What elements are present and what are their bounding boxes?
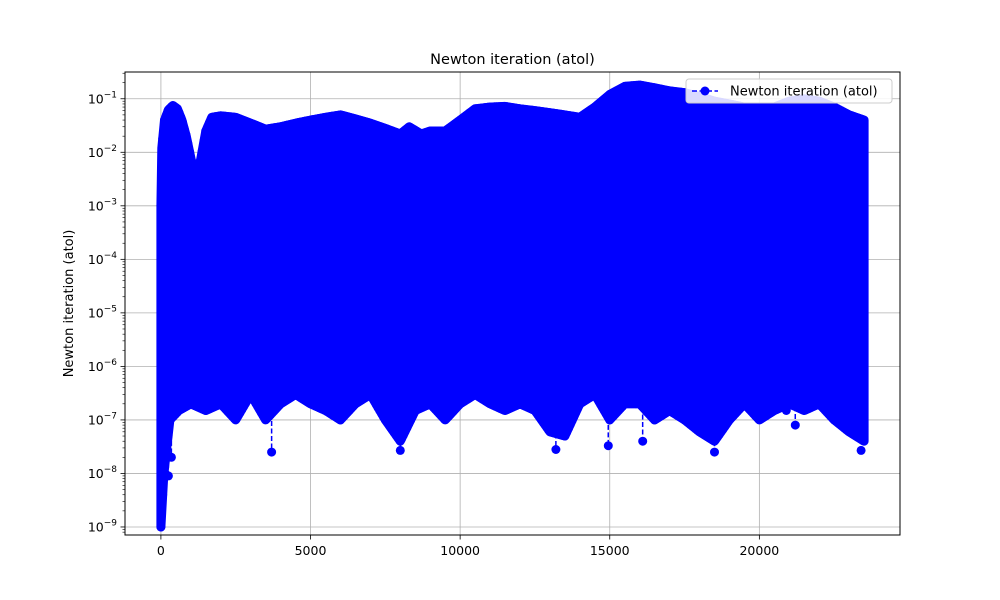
x-tick-label: 5000 bbox=[295, 543, 327, 558]
series-marker bbox=[638, 436, 648, 446]
series-layer bbox=[156, 80, 869, 532]
series-marker bbox=[158, 490, 168, 500]
x-tick-label: 15000 bbox=[590, 543, 630, 558]
series-marker bbox=[199, 136, 209, 146]
series-marker bbox=[195, 156, 205, 166]
legend-marker-swatch bbox=[700, 86, 710, 96]
y-tick-label: 10−9 bbox=[88, 518, 117, 534]
x-tick-label: 10000 bbox=[440, 543, 480, 558]
y-tick-label: 10−1 bbox=[88, 90, 117, 106]
series-marker bbox=[603, 441, 613, 451]
series-marker bbox=[156, 522, 166, 532]
series-marker bbox=[858, 115, 868, 125]
series-marker bbox=[183, 138, 193, 148]
series-marker bbox=[781, 406, 791, 415]
y-tick-label: 10−7 bbox=[88, 411, 117, 427]
legend: Newton iteration (atol) bbox=[685, 78, 893, 104]
series-marker bbox=[551, 445, 561, 454]
series-marker bbox=[267, 447, 277, 457]
series-marker bbox=[395, 445, 405, 455]
series-marker bbox=[185, 147, 195, 157]
axis-ticks: 0 5000 10000 15000 20000 10−9 10−8 10−7 10−6 10−5… bbox=[88, 72, 779, 558]
series-marker bbox=[194, 164, 204, 173]
series-marker bbox=[858, 436, 868, 445]
series-marker bbox=[181, 130, 191, 140]
legend-box bbox=[685, 78, 893, 104]
series-marker bbox=[186, 156, 196, 165]
y-axis-label: Newton iteration (atol) bbox=[62, 230, 77, 378]
series-marker bbox=[156, 201, 166, 211]
series-marker bbox=[856, 445, 866, 455]
series-marker bbox=[166, 452, 176, 462]
y-tick-label: 10−8 bbox=[88, 465, 117, 481]
series-marker bbox=[163, 471, 173, 481]
series-marker bbox=[790, 420, 800, 430]
y-tick-label: 10−5 bbox=[88, 304, 117, 320]
series-marker bbox=[710, 447, 719, 457]
series-marker bbox=[159, 452, 169, 462]
legend-label: Newton iteration (atol) bbox=[730, 85, 878, 100]
y-tick-label: 10−3 bbox=[88, 197, 117, 213]
x-tick-label: 20000 bbox=[739, 543, 779, 558]
series-marker bbox=[160, 463, 169, 473]
chart-title: Newton iteration (atol) bbox=[430, 52, 595, 68]
y-tick-label: 10−4 bbox=[88, 251, 117, 267]
y-tick-label: 10−6 bbox=[88, 358, 117, 374]
plot-frame bbox=[124, 71, 901, 536]
series-marker bbox=[156, 507, 166, 517]
series-marker bbox=[197, 146, 207, 156]
series-marker bbox=[158, 134, 168, 144]
y-tick-label: 10−2 bbox=[88, 144, 117, 160]
x-tick-label: 0 bbox=[157, 543, 165, 558]
